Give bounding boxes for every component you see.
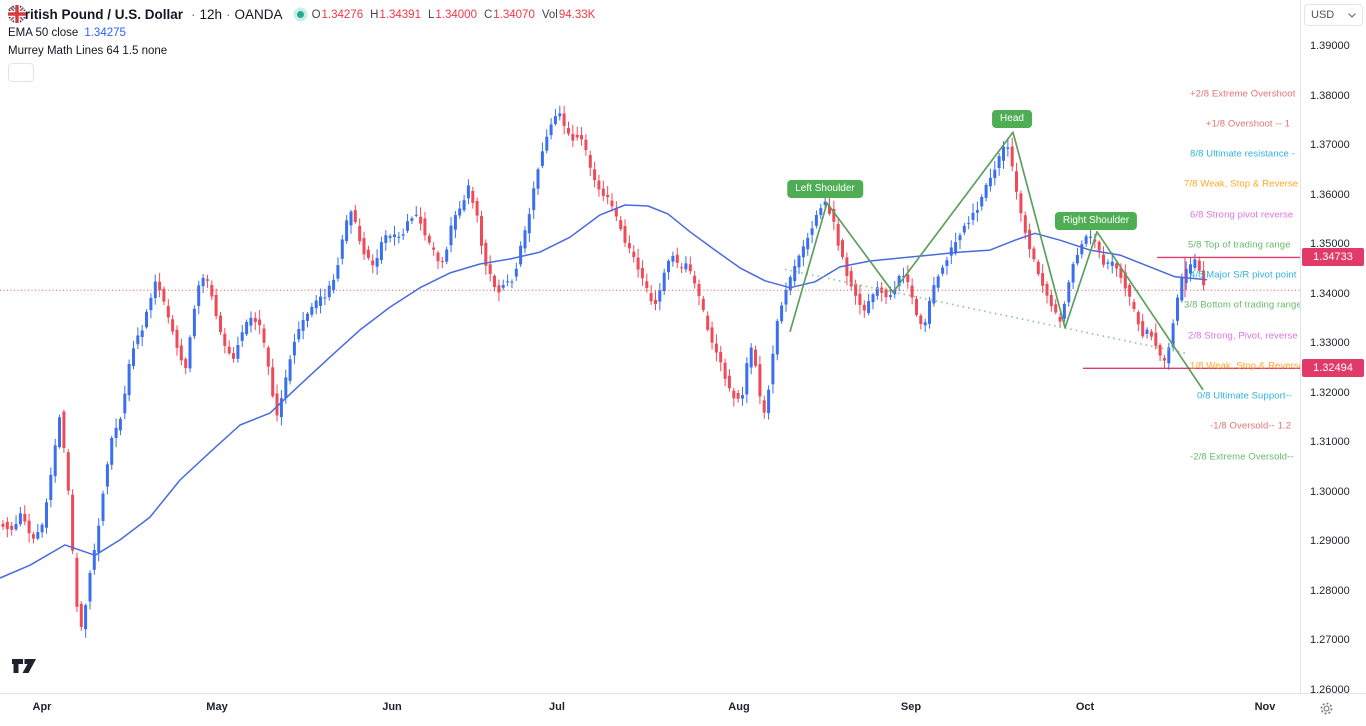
tradingview-logo[interactable]: [11, 658, 39, 678]
murrey-indicator-row[interactable]: Murrey Math Lines 64 1.5 none: [8, 45, 168, 57]
market-status-dot-icon[interactable]: [296, 11, 304, 18]
price-level-tag: 1.34733: [1302, 248, 1364, 266]
price-tick: 1.37000: [1310, 139, 1350, 151]
murrey-level-label: 6/8 Strong pivot reverse: [1190, 209, 1294, 221]
price-tick: 1.30000: [1310, 486, 1350, 498]
murrey-level-label: 2/8 Strong, Pivot, reverse: [1188, 330, 1298, 342]
price-tick: 1.28000: [1310, 585, 1350, 597]
price-level-tag: 1.32494: [1302, 359, 1364, 377]
candlestick-series: [1, 105, 1206, 638]
time-tick-aug: Aug: [728, 701, 750, 713]
time-tick-jun: Jun: [382, 701, 402, 713]
price-tick: 1.31000: [1310, 436, 1350, 448]
murrey-level-label: +1/8 Overshoot -- 1: [1206, 118, 1291, 130]
symbol-title[interactable]: British Pound / U.S. Dollar: [15, 7, 184, 22]
gear-icon: [1320, 702, 1332, 714]
murrey-level-label: -1/8 Oversold-- 1.2: [1210, 420, 1292, 432]
murrey-level-label: +2/8 Extreme Overshoot: [1190, 88, 1296, 100]
chart-legend: British Pound / U.S. Dollar · 12h · OANDA O…: [8, 5, 595, 82]
exchange-label[interactable]: OANDA: [234, 7, 283, 22]
low-value: 1.34000: [435, 8, 477, 21]
time-tick-jul: Jul: [549, 701, 565, 713]
time-tick-may: May: [206, 701, 228, 713]
price-tick: 1.29000: [1310, 535, 1350, 547]
time-tick-oct: Oct: [1075, 701, 1095, 713]
chevron-up-icon: [8, 5, 17, 11]
interval-label[interactable]: 12h: [199, 7, 223, 22]
time-tick-apr: Apr: [32, 701, 52, 713]
volume-value: 94.33K: [558, 8, 596, 21]
price-tick: 1.32000: [1310, 387, 1350, 399]
legend-collapse-button[interactable]: [8, 5, 34, 82]
price-tick: 1.39000: [1310, 40, 1350, 52]
pattern-label-right-shoulder[interactable]: Right Shoulder: [1054, 212, 1138, 230]
murrey-level-label: 7/8 Weak, Stop & Reverse: [1184, 178, 1299, 190]
ema-line: [0, 204, 1208, 579]
price-tick: 1.36000: [1310, 189, 1350, 201]
time-tick-nov: Nov: [1254, 701, 1276, 713]
murrey-level-label: -2/8 Extreme Oversold--: [1190, 451, 1294, 463]
murrey-level-label: 0/8 Ultimate Support--: [1197, 390, 1293, 402]
symbol-meta[interactable]: · 12h · OANDA: [191, 7, 283, 22]
symbol-legend-row: British Pound / U.S. Dollar · 12h · OANDA O…: [8, 5, 595, 24]
chart-canvas[interactable]: [0, 0, 1300, 693]
ohlc-readout: O 1.34276 H 1.34391 L 1.34000 C 1.34070 Vol 9…: [311, 8, 596, 21]
high-value: 1.34391: [379, 8, 421, 21]
ema-indicator-row[interactable]: EMA 50 close 1.34275: [8, 27, 126, 39]
price-tick: 1.34000: [1310, 288, 1350, 300]
murrey-level-label: 1/8 Weak, Stop & Reverse: [1190, 360, 1300, 372]
axis-settings-gear-icon[interactable]: [1316, 698, 1336, 718]
head-and-shoulders-lines: [789, 131, 1204, 391]
pattern-label-head[interactable]: Head: [992, 110, 1032, 128]
chevron-down-icon: [1348, 12, 1356, 18]
pattern-label-left-shoulder[interactable]: Left Shoulder: [787, 180, 863, 198]
neckline-trendline: [784, 268, 1188, 355]
close-value: 1.34070: [493, 8, 535, 21]
price-tick: 1.35000: [1310, 238, 1350, 250]
chart-pane[interactable]: +2/8 Extreme Overshoot +1/8 Overshoot -- …: [0, 0, 1300, 693]
price-tick: 1.33000: [1310, 337, 1350, 349]
murrey-level-label: 8/8 Ultimate resistance -: [1190, 148, 1295, 160]
price-tick: 1.27000: [1310, 634, 1350, 646]
time-tick-sep: Sep: [900, 701, 922, 713]
murrey-level-label: 5/8 Top of trading range: [1188, 239, 1291, 251]
time-axis[interactable]: Apr May Jun Jul Aug Sep Oct Nov: [0, 693, 1366, 726]
price-axis[interactable]: USD 1.39000 1.38000 1.37000 1.36000 1.35000 1…: [1300, 0, 1366, 696]
murrey-level-label: 4/8 Major S/R pivot point: [1190, 269, 1297, 281]
ema-value: 1.34275: [84, 27, 126, 39]
price-tick: 1.38000: [1310, 90, 1350, 102]
currency-selector[interactable]: USD: [1304, 4, 1363, 26]
open-value: 1.34276: [321, 8, 364, 21]
murrey-level-label: 3/8 Bottom of trading range: [1184, 299, 1300, 311]
